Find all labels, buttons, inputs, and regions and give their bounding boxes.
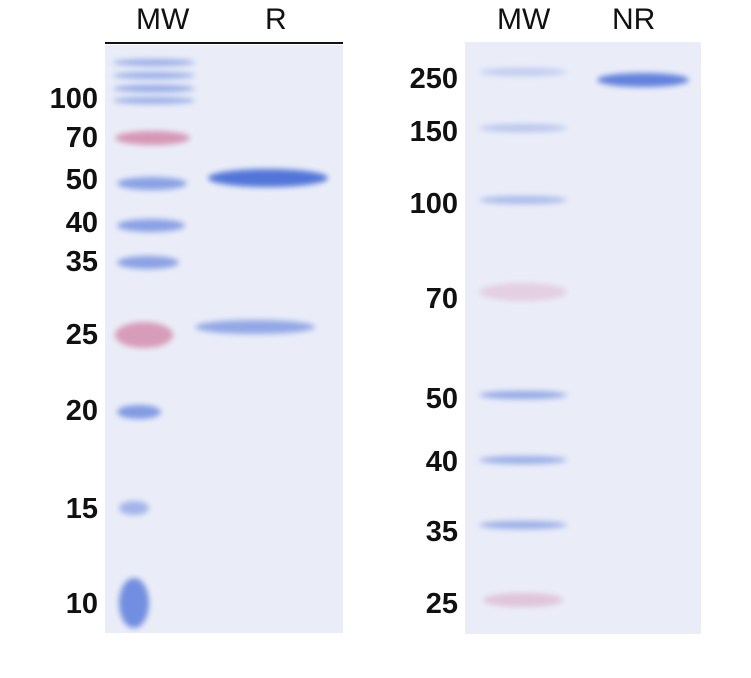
left-marker-label: 100 xyxy=(49,83,98,115)
left-marker-label: 35 xyxy=(65,246,98,278)
ladder-band-35 xyxy=(117,255,179,269)
ladder-band-70 xyxy=(479,283,567,301)
left-gel-reducing xyxy=(105,45,343,633)
sample-band-heavy-chain xyxy=(208,169,328,187)
ladder-band xyxy=(113,71,195,79)
left-marker-label: 40 xyxy=(65,207,98,239)
left-marker-label: 15 xyxy=(65,493,98,525)
left-marker-label: 10 xyxy=(65,588,98,620)
right-marker-label: 25 xyxy=(425,588,458,620)
ladder-band xyxy=(479,124,567,132)
right-marker-label: 150 xyxy=(409,116,458,148)
ladder-band xyxy=(479,391,567,399)
ladder-band xyxy=(479,521,567,529)
ladder-band-40 xyxy=(117,218,185,232)
right-lane-label-mw: MW xyxy=(497,3,551,36)
ladder-band-20 xyxy=(117,405,161,419)
right-marker-label: 35 xyxy=(425,516,458,548)
ladder-band xyxy=(479,68,567,76)
left-marker-label: 20 xyxy=(65,395,98,427)
left-marker-label: 50 xyxy=(65,164,98,196)
ladder-band xyxy=(479,456,567,464)
ladder-band xyxy=(113,96,195,104)
sample-band-light-chain xyxy=(195,320,315,334)
ladder-band-10 xyxy=(119,578,149,628)
right-marker-label: 40 xyxy=(425,446,458,478)
ladder-band xyxy=(113,84,195,92)
right-marker-label: 50 xyxy=(425,383,458,415)
ladder-band-70 xyxy=(115,131,190,145)
ladder-band-25 xyxy=(483,593,563,607)
sample-band-intact xyxy=(597,73,689,87)
ladder-band xyxy=(479,196,567,204)
left-marker-label: 25 xyxy=(65,319,98,351)
left-marker-label: 70 xyxy=(65,122,98,154)
right-marker-label: 100 xyxy=(409,188,458,220)
right-gel-non-reducing xyxy=(465,42,701,634)
ladder-band xyxy=(113,58,195,66)
right-marker-label: 250 xyxy=(409,63,458,95)
ladder-band-15 xyxy=(119,501,149,515)
right-marker-label: 70 xyxy=(425,283,458,315)
ladder-band-25 xyxy=(115,322,173,348)
right-lane-label-nr: NR xyxy=(612,3,656,36)
left-lane-label-mw: MW xyxy=(136,3,190,36)
lane-header-divider xyxy=(105,42,343,44)
left-lane-label-r: R xyxy=(265,3,287,36)
ladder-band-50 xyxy=(117,176,187,190)
